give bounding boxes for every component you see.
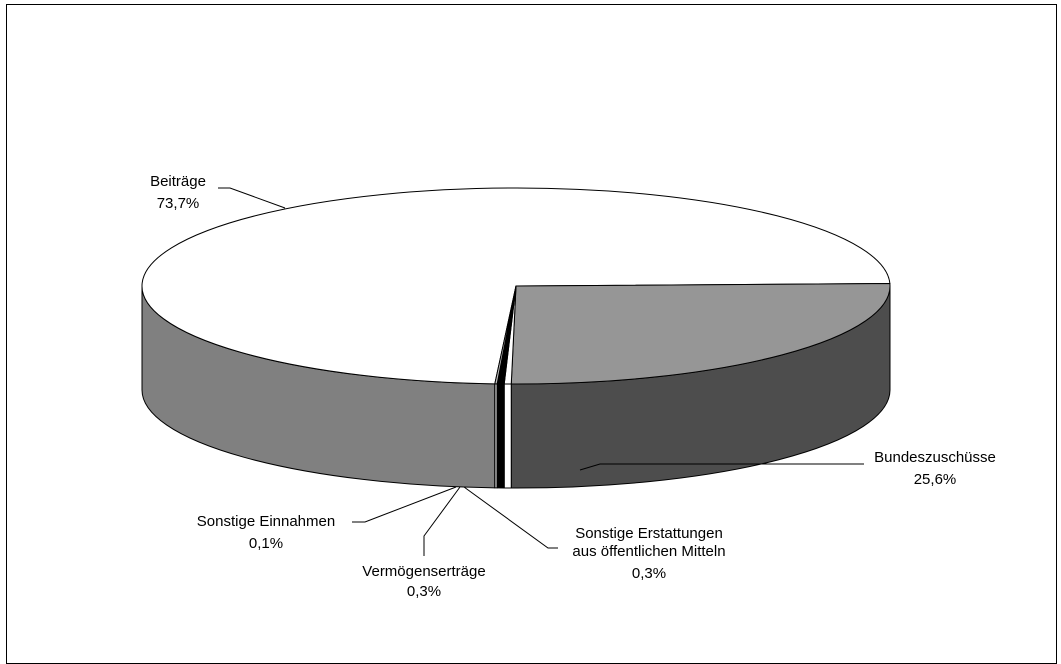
label-sonstige-erstattungen-line2: aus öffentlichen Mitteln <box>572 543 725 560</box>
label-bundeszuschuesse: Bundeszuschüsse <box>874 449 996 466</box>
label-beitraege: Beiträge <box>150 173 206 190</box>
leader-line-sonstige-erstattungen <box>463 486 558 549</box>
value-vermoegensertraege: 0,3% <box>407 583 441 600</box>
pie-side-sonstige-erstattungen <box>503 383 512 489</box>
pie-slice-sonstige-einnahmen <box>494 285 517 385</box>
leader-line-beitraege <box>218 187 286 209</box>
label-vermoegensertraege: Vermögenserträge <box>362 563 485 580</box>
label-sonstige-erstattungen-line1: Sonstige Erstattungen <box>575 525 723 542</box>
pie-side-sonstige-einnahmen <box>494 383 498 489</box>
leader-line-bundeszuschuesse <box>579 463 864 471</box>
leader-line-vermoegensertraege <box>423 486 461 556</box>
pie-side-vermoegensertraege <box>496 383 505 489</box>
value-sonstige-einnahmen: 0,1% <box>249 535 283 552</box>
value-sonstige-erstattungen: 0,3% <box>632 565 666 582</box>
value-bundeszuschuesse: 25,6% <box>914 471 957 488</box>
label-sonstige-einnahmen: Sonstige Einnahmen <box>197 513 335 530</box>
leader-line-sonstige-einnahmen <box>352 486 457 523</box>
value-beitraege: 73,7% <box>157 195 200 212</box>
pie-slice-bundeszuschuesse <box>510 283 891 385</box>
